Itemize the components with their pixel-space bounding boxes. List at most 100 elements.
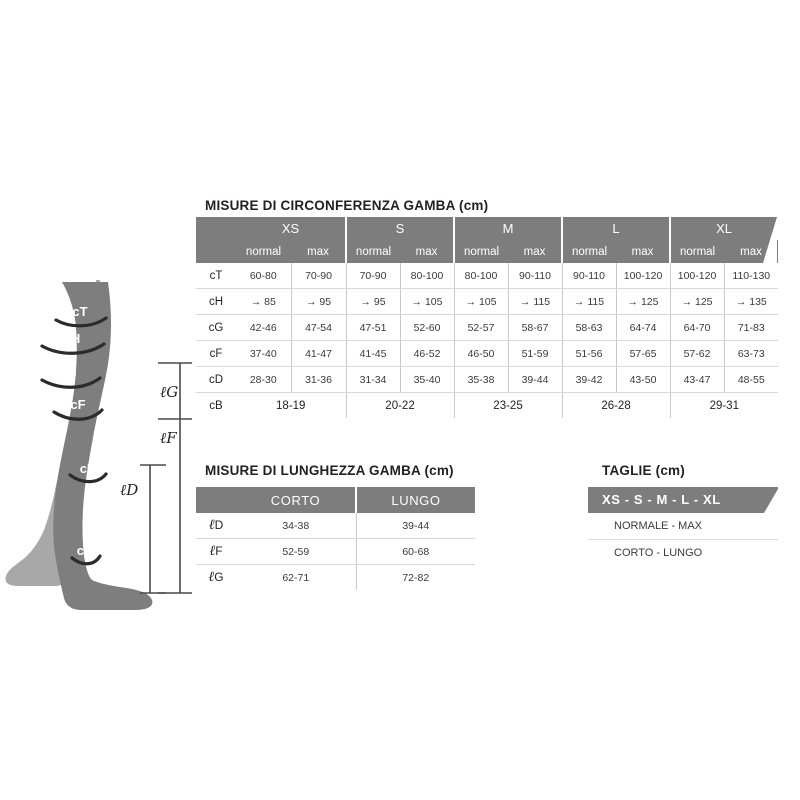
lengths-header-lungo: LUNGO [356,487,475,513]
cell-cF-xs-normal: 37-40 [236,340,291,367]
table-row: cF 37-40 41-47 41-45 46-52 46-50 51-59 5… [196,340,779,367]
lengths-table: CORTO LUNGO ℓD 34-38 39-44 ℓF 52-59 60-6… [196,487,475,590]
cell-cH-xs-max: → 95 [290,288,346,315]
circumference-table-title: MISURE DI CIRCONFERENZA GAMBA (cm) [205,198,489,213]
ell-suffix-lG: G [214,570,224,584]
cell-cD-xl-normal: 43-47 [669,366,725,393]
leg-illustration: cT cH cG cF cD cB [5,280,153,610]
header-xl-normal: normal [670,240,725,263]
cell-cG-l-max: 64-74 [615,314,671,341]
cell-lD-corto: 34-38 [236,513,356,539]
header-s-max: max [400,240,456,263]
cell-cD-m-max: 39-44 [507,366,563,393]
cell-cG-xs-max: 47-54 [290,314,346,341]
front-leg-shape [53,282,153,610]
cell-cH-s-normal: → 95 [345,288,400,315]
cell-cG-m-max: 58-67 [507,314,563,341]
leg-label-cD: cD [80,461,97,476]
cell-cF-xl-normal: 57-62 [669,340,725,367]
row-label-lG: ℓG [196,564,236,590]
table-row: cT 60-80 70-90 70-90 80-100 80-100 90-11… [196,263,779,289]
circumference-table: XS S M L XL normal max normal max normal… [196,217,780,418]
circumference-bands [40,316,108,566]
cell-cH-xl-max: → 135 [723,288,779,315]
cell-cT-m-normal: 80-100 [453,263,509,289]
row-label-lD: ℓD [196,513,236,539]
header-size-xs: XS [236,217,347,240]
length-scale-diagram: ℓG ℓF ℓD [120,362,192,594]
cell-cF-m-max: 51-59 [507,340,563,367]
cell-cH-xs-normal: → 85 [236,288,291,315]
cell-cG-l-normal: 58-63 [561,314,617,341]
cell-cG-xs-normal: 42-46 [236,314,291,341]
cell-lF-corto: 52-59 [236,538,356,565]
ell-glyph-lD: ℓ [208,517,215,533]
band-cG [40,376,102,389]
table-row: cD 28-30 31-36 31-34 35-40 35-38 39-44 3… [196,366,779,393]
cell-cT-s-normal: 70-90 [345,263,400,289]
header-m-max: max [508,240,564,263]
scale-label-lF: ℓF [160,429,177,447]
header-corner-blank-2 [196,240,236,263]
cell-cF-l-normal: 51-56 [561,340,617,367]
band-cT [54,316,108,328]
cell-cH-l-normal: → 115 [561,288,617,315]
cell-cD-l-normal: 39-42 [561,366,617,393]
sizes-panel-header: XS - S - M - L - XL [588,487,778,513]
cell-cD-s-normal: 31-34 [345,366,400,393]
cell-cT-l-normal: 90-110 [561,263,617,289]
lengths-header-row: CORTO LUNGO [196,487,475,513]
cell-lF-lungo: 60-68 [355,538,475,565]
cell-cF-s-max: 46-52 [399,340,455,367]
sizes-panel-row-normale-max: NORMALE - MAX [588,513,778,540]
cell-cB-xs: 18-19 [236,392,346,418]
leg-label-cB: cB [77,543,94,558]
cell-cG-s-normal: 47-51 [345,314,400,341]
header-size-l: L [562,217,672,240]
cell-cB-l: 26-28 [561,392,671,418]
cell-lG-corto: 62-71 [236,564,356,590]
cell-cG-m-normal: 52-57 [453,314,509,341]
lengths-table-title: MISURE DI LUNGHEZZA GAMBA (cm) [205,463,454,478]
cell-cD-m-normal: 35-38 [453,366,509,393]
cell-cG-s-max: 52-60 [399,314,455,341]
ell-suffix-lF: F [215,544,223,558]
circumference-header-size-row: XS S M L XL [196,217,780,240]
cell-cD-xs-max: 31-36 [290,366,346,393]
header-l-normal: normal [562,240,617,263]
header-size-xl: XL [670,217,780,240]
header-xl-max: max [724,240,779,263]
sizes-panel: XS - S - M - L - XL NORMALE - MAX CORTO … [588,487,778,567]
row-label-cG: cG [196,314,236,341]
scale-label-lG: ℓG [160,383,178,401]
leg-label-cH: cH [64,331,81,346]
cell-cH-m-normal: → 105 [453,288,509,315]
cell-cH-l-max: → 125 [615,288,671,315]
sizes-panel-row-corto-lungo: CORTO - LUNGO [614,547,703,559]
cell-cF-l-max: 57-65 [615,340,671,367]
row-label-cH: cH [196,288,236,315]
cell-cD-s-max: 35-40 [399,366,455,393]
band-cH [40,342,106,355]
ell-glyph-lG: ℓ [208,569,215,585]
lengths-header-blank [196,487,236,513]
cell-cB-s: 20-22 [345,392,455,418]
cell-cH-s-max: → 105 [399,288,455,315]
scale-label-lD: ℓD [120,481,138,499]
cell-cT-l-max: 100-120 [615,263,671,289]
cell-cT-xl-normal: 100-120 [669,263,725,289]
header-xs-max: max [291,240,347,263]
table-row: cG 42-46 47-54 47-51 52-60 52-57 58-67 5… [196,314,779,341]
row-label-cD: cD [196,366,236,393]
cell-cH-xl-normal: → 125 [669,288,725,315]
header-l-max: max [616,240,672,263]
header-s-normal: normal [346,240,400,263]
lengths-header-corto: CORTO [236,487,357,513]
cell-cF-s-normal: 41-45 [345,340,400,367]
table-row: ℓG 62-71 72-82 [196,564,475,590]
cell-cG-xl-max: 71-83 [723,314,779,341]
table-row: ℓD 34-38 39-44 [196,513,475,539]
cell-cH-m-max: → 115 [507,288,563,315]
table-row: cB 18-19 20-22 23-25 26-28 29-31 [196,392,779,418]
row-label-cB: cB [196,392,236,418]
